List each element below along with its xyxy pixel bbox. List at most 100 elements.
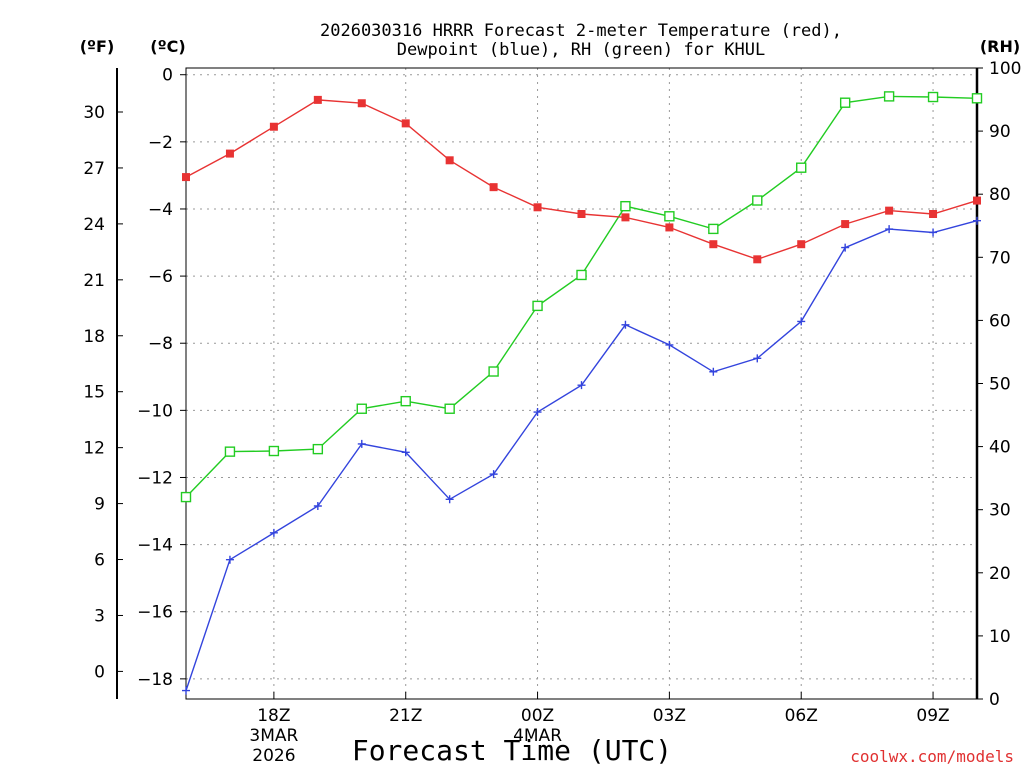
temperature-data-point — [929, 210, 938, 219]
rh-data-point — [664, 211, 675, 222]
rh-data-point — [356, 403, 367, 414]
rh-data-point — [224, 446, 236, 457]
temperature-data-point — [797, 240, 806, 249]
dewpoint-data-point — [753, 354, 762, 363]
temperature-data-point — [445, 156, 454, 165]
fahrenheit-tick-label: 12 — [83, 439, 105, 459]
fahrenheit-tick-label: 9 — [94, 495, 105, 515]
celsius-tick-label: −6 — [148, 267, 173, 287]
rh-data-point — [620, 200, 631, 212]
chart-title-line2: Dewpoint (blue), RH (green) for KHUL — [397, 40, 765, 60]
dewpoint-data-point — [225, 555, 234, 564]
dewpoint-data-point — [445, 495, 454, 504]
rh-data-point — [883, 91, 895, 102]
temperature-data-point — [841, 220, 850, 229]
rh-tick-label: 10 — [989, 627, 1011, 647]
fahrenheit-tick-label: 18 — [83, 327, 105, 347]
celsius-axis-ticks: 0 −2 −4 −6 −8 −10 −12 −14 −16 −18 — [137, 66, 186, 690]
temperature-data-point — [533, 203, 542, 212]
rh-data-point — [444, 403, 455, 414]
grid-lines — [186, 68, 977, 699]
chart-title-line1: 2026030316 HRRR Forecast 2-meter Tempera… — [320, 21, 842, 41]
rh-data-point — [488, 366, 499, 377]
time-tick-label: 03Z — [653, 706, 686, 726]
dewpoint-data-point — [182, 686, 190, 695]
temperature-data-point — [313, 95, 322, 104]
fahrenheit-tick-label: 0 — [94, 662, 105, 682]
time-tick-date: 4MAR — [513, 726, 562, 746]
celsius-tick-label: −2 — [148, 133, 173, 153]
dewpoint-data-point — [929, 228, 938, 237]
rh-data-point — [268, 445, 280, 457]
rh-tick-label: 70 — [989, 248, 1011, 268]
temperature-data-point — [753, 255, 762, 264]
time-tick-label: 00Z — [521, 706, 554, 726]
time-tick-date: 3MAR — [249, 726, 298, 746]
time-tick-label: 06Z — [785, 706, 818, 726]
temperature-data-point — [225, 149, 234, 158]
rh-data-point — [708, 223, 719, 235]
celsius-tick-label: −10 — [137, 401, 173, 421]
time-tick-label: 21Z — [389, 706, 422, 726]
dewpoint-data-point — [885, 225, 894, 234]
celsius-tick-label: −12 — [137, 468, 173, 488]
dewpoint-data-point — [621, 320, 630, 329]
rh-tick-label: 20 — [989, 564, 1011, 584]
temperature-data-point — [709, 240, 718, 249]
temperature-data-point — [489, 183, 498, 192]
celsius-tick-label: 0 — [162, 66, 173, 86]
fahrenheit-tick-label: 3 — [94, 606, 105, 626]
fahrenheit-tick-label: 30 — [83, 103, 105, 123]
rh-data-point — [312, 443, 324, 455]
dewpoint-data-point — [577, 381, 586, 390]
credit-text: coolwx.com/models — [850, 747, 1014, 766]
fahrenheit-tick-label: 27 — [83, 159, 105, 179]
time-tick-year: 2026 — [252, 746, 295, 766]
rh-data-point — [400, 395, 411, 407]
rh-tick-label: 90 — [989, 122, 1011, 142]
rh-data-point — [796, 162, 807, 173]
rh-tick-label: 40 — [989, 438, 1011, 458]
x-axis-label: Forecast Time (UTC) — [352, 734, 672, 767]
celsius-tick-label: −16 — [137, 603, 173, 623]
dewpoint-data-point — [269, 528, 278, 537]
celsius-tick-label: −8 — [148, 334, 173, 354]
rh-data-point — [839, 97, 851, 108]
celsius-tick-label: −18 — [137, 670, 173, 690]
dewpoint-data-point — [357, 439, 366, 448]
dewpoint-data-point — [533, 408, 542, 417]
dewpoint-data-point — [841, 243, 850, 252]
rh-data-point — [576, 269, 587, 281]
rh-tick-label: 100 — [989, 59, 1021, 79]
fahrenheit-tick-label: 21 — [83, 271, 105, 291]
rh-data-point — [752, 195, 763, 206]
celsius-tick-label: −14 — [137, 536, 173, 556]
temperature-data-point — [401, 119, 410, 128]
fahrenheit-tick-label: 6 — [94, 551, 105, 571]
fahrenheit-tick-label: 15 — [83, 383, 105, 403]
temperature-data-point — [182, 173, 190, 182]
dewpoint-data-point — [313, 502, 322, 511]
rh-tick-label: 30 — [989, 501, 1011, 521]
dewpoint-data-point — [489, 470, 498, 479]
y-axis-label-celsius: (ºC) — [150, 37, 185, 56]
dewpoint-data-point — [401, 448, 410, 457]
time-tick-label: 18Z — [257, 706, 290, 726]
time-tick-label: 09Z — [916, 706, 949, 726]
dewpoint-data-point — [973, 216, 981, 225]
rh-tick-label: 80 — [989, 185, 1011, 205]
dewpoint-data-point — [665, 340, 674, 349]
fahrenheit-tick-label: 24 — [83, 215, 105, 235]
temperature-data-point — [269, 122, 278, 131]
series-layer — [180, 91, 983, 695]
rh-tick-label: 50 — [989, 375, 1011, 395]
temperature-data-point — [973, 196, 981, 205]
temperature-data-point — [357, 99, 366, 108]
rh-tick-label: 0 — [989, 690, 1000, 710]
temperature-data-point — [577, 210, 586, 219]
rh-data-point — [927, 91, 939, 103]
dewpoint-data-point — [797, 317, 806, 326]
